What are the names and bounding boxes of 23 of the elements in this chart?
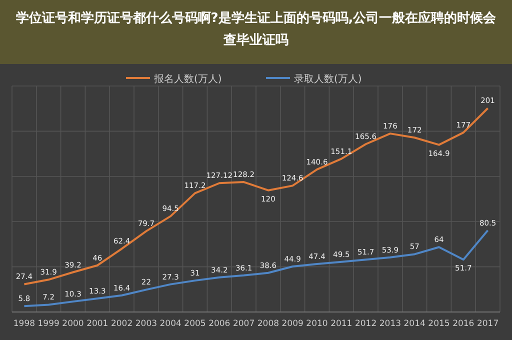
x-tick-label: 2003 [135,319,158,329]
x-tick-label: 2002 [110,319,133,329]
legend-label: 报名人数(万人) [153,73,222,85]
x-tick-label: 2008 [257,319,280,329]
x-tick-label: 2006 [208,319,230,329]
x-tick-label: 2004 [160,319,182,329]
x-tick-label: 2012 [354,319,377,329]
x-tick-label: 2009 [282,319,304,329]
x-tick-label: 2001 [86,319,108,329]
x-tick-label: 2005 [184,319,206,329]
x-tick-label: 2014 [404,319,426,329]
x-tick-label: 2016 [452,319,474,329]
x-tick-label: 1999 [38,319,60,329]
x-tick-label: 2015 [428,319,450,329]
x-tick-label: 2017 [476,319,499,329]
x-tick-label: 2010 [306,319,328,329]
x-tick-label: 2007 [232,319,255,329]
legend-label: 录取人数(万人) [294,74,362,85]
x-tick-label: 2000 [62,319,84,329]
x-tick-label: 1998 [13,319,36,329]
x-tick-label: 2013 [379,319,402,329]
x-tick-label: 2011 [330,319,352,329]
chart-title: 学位证号和学历证号都什么号码啊?是学生证上面的号码吗,公司一般在应聘的时候会查毕业证吗 [14,10,498,50]
